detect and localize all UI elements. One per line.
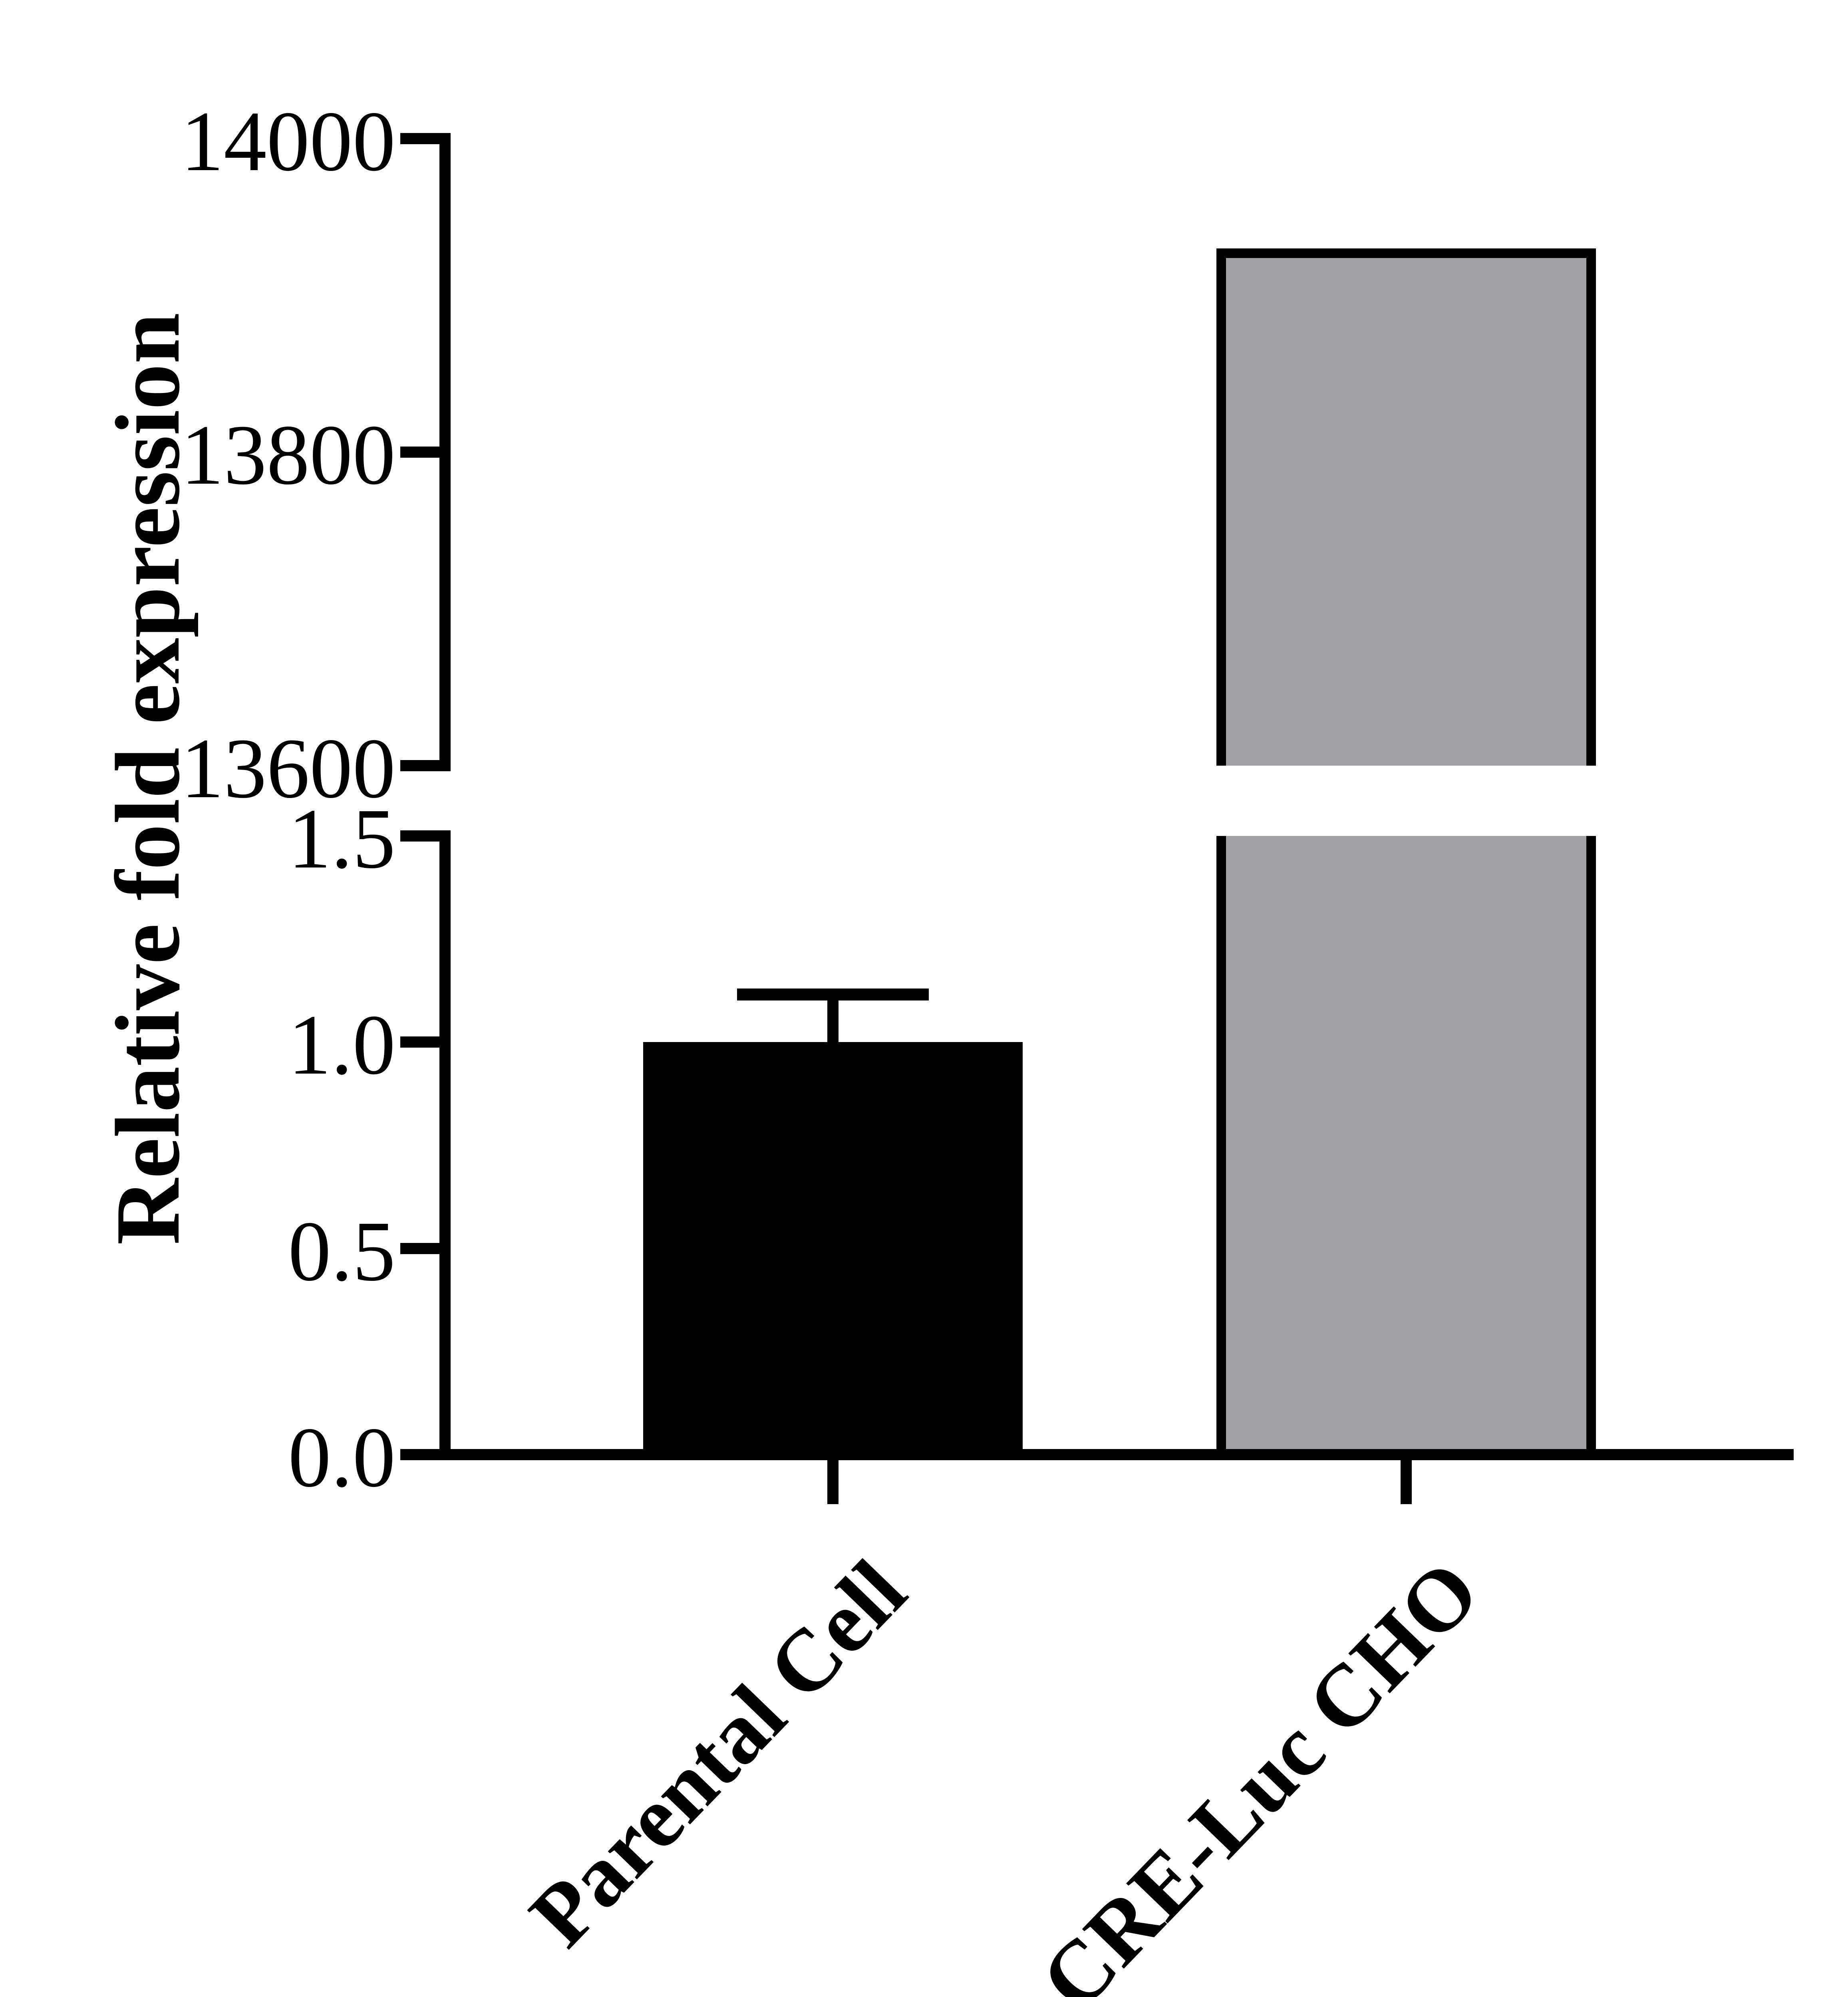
y-tick xyxy=(400,1036,451,1048)
x-axis-line xyxy=(400,1449,1794,1460)
y-tick xyxy=(400,830,451,842)
x-tick-parental-cell xyxy=(827,1460,839,1504)
y-tick xyxy=(400,1243,451,1254)
x-tick-gpr52 xyxy=(1401,1460,1412,1504)
y-tick-label: 0.0 xyxy=(288,1409,395,1505)
x-category-label-parental-cell: Parental Cell xyxy=(511,1542,924,1965)
bar-1-upper-segment xyxy=(1216,248,1596,766)
y-tick-label: 13600 xyxy=(181,720,396,816)
y-axis-segment-bottom xyxy=(439,830,451,1460)
error-bar-stem xyxy=(827,1000,839,1058)
y-tick xyxy=(400,447,451,458)
y-tick-label: 1.0 xyxy=(288,997,395,1093)
error-bar-cap xyxy=(737,989,929,1001)
y-tick-label: 0.5 xyxy=(288,1203,395,1299)
y-tick-label: 1.5 xyxy=(288,790,395,886)
bar-0-body xyxy=(643,1042,1023,1455)
y-tick-label: 13800 xyxy=(181,407,396,502)
y-tick xyxy=(400,760,451,771)
y-tick-label: 14000 xyxy=(181,93,396,189)
bar-1-lower-segment xyxy=(1216,836,1596,1455)
y-tick xyxy=(400,133,451,144)
